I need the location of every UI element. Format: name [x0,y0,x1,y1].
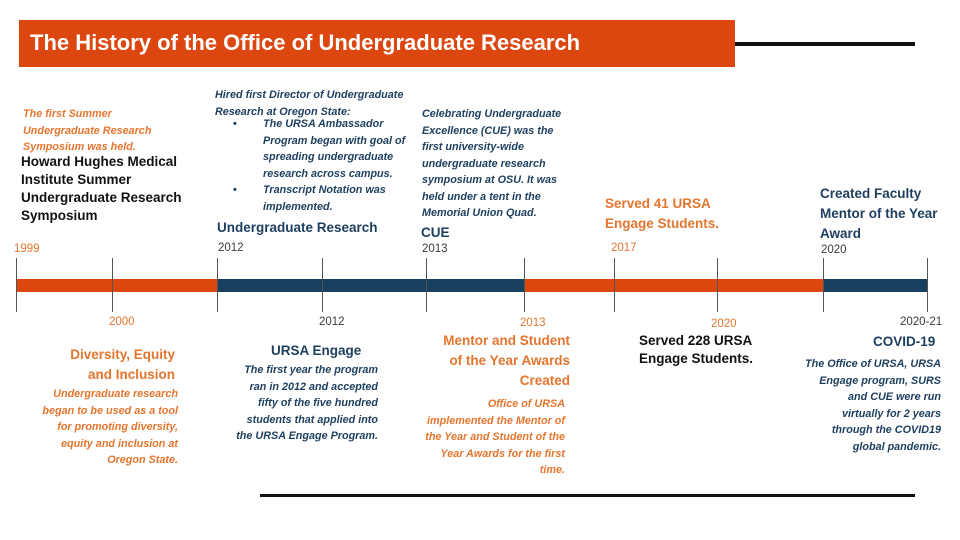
event-1999-title: Howard Hughes Medical Institute Summer U… [21,154,182,223]
event-2012-intro: Hired first Director of Undergraduate Re… [215,89,404,118]
event-2020-title: Created Faculty Mentor of the Year Award [820,186,938,241]
title-underline-rule [735,42,915,46]
timeline-segment-2013-2020 [524,279,824,292]
year-label-2013-top: 2013 [422,243,448,255]
timeline-tick [16,258,17,312]
event-2012-bullet: The URSA Ambassador Program began with g… [215,116,415,182]
event-2013-awards-title: Mentor and Student of the Year Awards Cr… [443,333,570,388]
title-banner [19,20,735,67]
event-2012-engage-note: The first year the program ran in 2012 a… [236,364,378,442]
year-label-2020-bottom: 2020 [711,318,737,330]
timeline-tick [717,258,718,312]
event-2012-title: Undergraduate Research [217,220,378,235]
year-label-2012-bottom: 2012 [319,316,345,328]
event-2013-awards-note: Office of URSA implemented the Mentor of… [425,398,565,476]
timeline-segment-2020-2021 [824,279,928,292]
event-2000-title: Diversity, Equity and Inclusion [70,347,175,382]
timeline-tick [614,258,615,312]
footer-rule [260,494,915,497]
year-label-2020-21: 2020-21 [900,316,943,328]
event-2012-bullet: Transcript Notation was implemented. [215,182,415,215]
year-label-2000: 2000 [109,316,135,328]
timeline-tick [823,258,824,312]
timeline-tick [322,258,323,312]
event-2017-title: Served 41 URSA Engage Students. [605,196,720,231]
timeline-segment-2012-2013 [218,279,524,292]
timeline-segment-1999-2012 [16,279,218,292]
timeline-tick [524,258,525,312]
timeline-tick [112,258,113,312]
timeline-tick [927,258,928,312]
event-2013-note: Celebrating Undergraduate Excellence (CU… [422,108,562,219]
event-2000-note: Undergraduate research began to be used … [42,388,178,466]
year-label-2020-top: 2020 [821,244,847,256]
timeline-tick [217,258,218,312]
event-2020-21-note: The Office of URSA, URSA Engage program,… [805,358,941,453]
year-label-2017: 2017 [611,242,637,254]
slide-title: The History of the Office of Undergradua… [30,30,581,55]
event-2020-engage-title: Served 228 URSA Engage Students. [639,333,754,366]
event-2012-bullet-list: The URSA Ambassador Program began with g… [215,116,415,215]
year-label-2013-bottom: 2013 [520,317,546,329]
year-label-2012-top: 2012 [218,242,244,254]
event-2013-title: CUE [421,225,450,240]
timeline-tick [426,258,427,312]
event-2020-21-title: COVID-19 [873,334,936,349]
event-2012-engage-title: URSA Engage [271,343,362,358]
year-label-1999: 1999 [14,243,40,255]
event-1999-note: The first Summer Undergraduate Research … [23,108,152,153]
